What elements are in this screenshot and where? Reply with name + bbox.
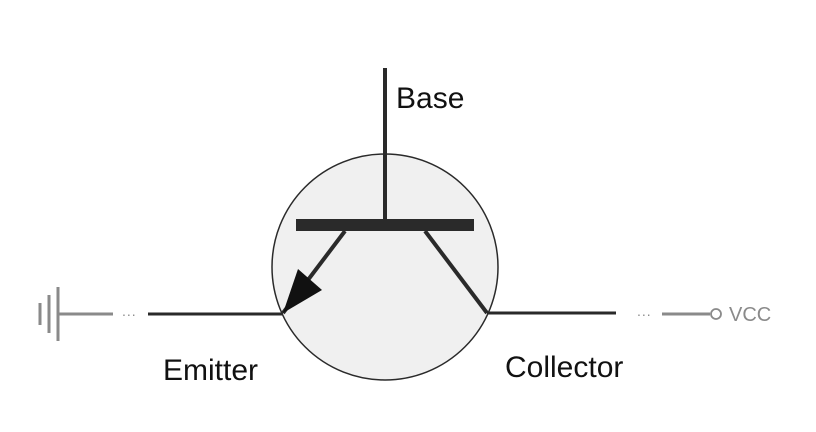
left-ellipsis: ...: [122, 303, 137, 319]
base-bar: [296, 219, 474, 231]
emitter-label: Emitter: [163, 354, 258, 387]
open-circle-terminal-icon: [710, 308, 722, 320]
right-ellipsis: ...: [637, 303, 652, 319]
collector-leg: [423, 229, 489, 315]
base-label: Base: [396, 82, 464, 115]
emitter-arrowhead: [283, 269, 322, 313]
collector-label: Collector: [505, 351, 623, 384]
vcc-label: VCC: [729, 304, 771, 326]
vcc-terminal-group: [662, 308, 722, 320]
ground-symbol-icon: [38, 287, 113, 341]
